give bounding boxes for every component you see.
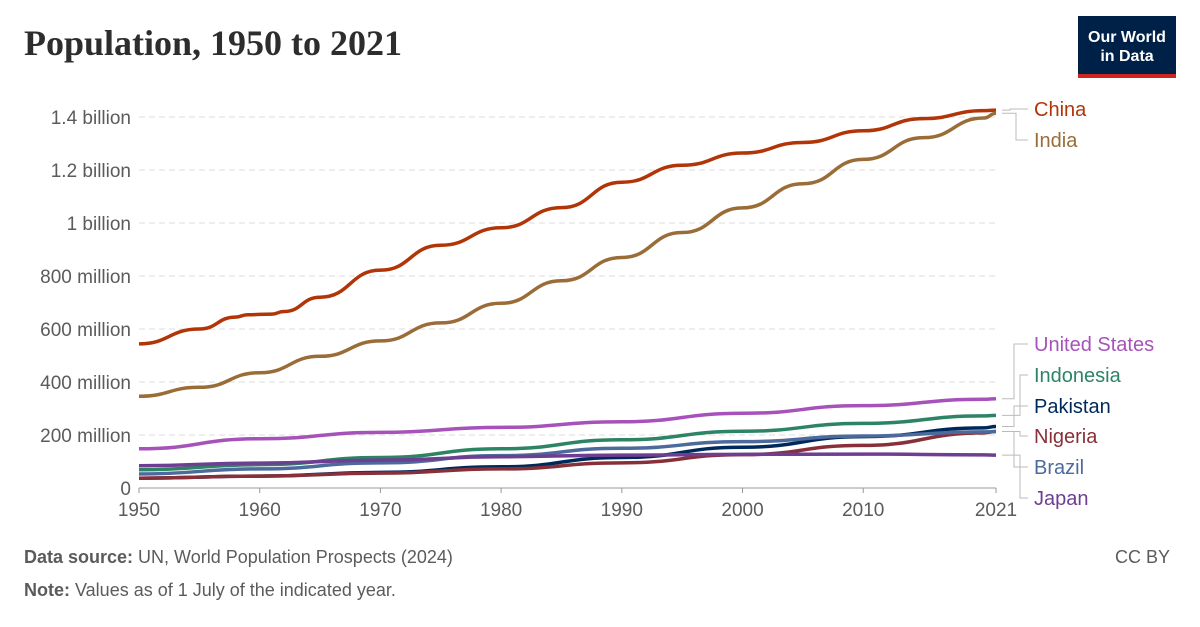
- x-tick-label: 1970: [359, 500, 401, 521]
- legend-label: Japan: [1034, 488, 1089, 510]
- license[interactable]: CC BY: [1114, 547, 1170, 567]
- legend-connector: [1002, 112, 1028, 141]
- y-tick-label: 200 million: [40, 426, 131, 447]
- series-line-china: [138, 108, 997, 346]
- logo-line1: Our World: [1088, 29, 1166, 46]
- x-tick-label: 1990: [601, 500, 643, 521]
- note-label: Note:: [24, 580, 70, 600]
- x-tick-label: 1950: [118, 500, 160, 521]
- legend-label: Nigeria: [1034, 426, 1098, 448]
- y-tick-label: 1 billion: [67, 214, 131, 235]
- logo-line2: in Data: [1100, 48, 1154, 65]
- x-tick-label: 2010: [842, 500, 884, 521]
- legend-connector: [1002, 431, 1028, 468]
- legend-label: Indonesia: [1034, 365, 1122, 387]
- y-tick-label: 1.2 billion: [51, 161, 131, 182]
- owid-logo[interactable]: Our World in Data: [1078, 16, 1176, 78]
- note-text: Values as of 1 July of the indicated yea…: [70, 580, 396, 600]
- x-tick-label: 1980: [480, 500, 522, 521]
- legend-connector: [1002, 454, 1028, 499]
- y-tick-label: 0: [120, 479, 131, 500]
- legend-label: Brazil: [1034, 457, 1084, 479]
- legend-label: United States: [1034, 334, 1154, 356]
- legend-connector: [1002, 431, 1028, 437]
- source-label: Data source:: [24, 547, 134, 567]
- legend-label: India: [1034, 130, 1078, 152]
- legend-label: China: [1034, 99, 1087, 121]
- legend-connector: [1002, 108, 1028, 111]
- legend-connector: [1002, 374, 1028, 416]
- source-text[interactable]: UN, World Population Prospects (2024): [133, 547, 453, 567]
- data-source: Data source: UN, World Population Prospe…: [24, 547, 453, 568]
- series-line-brazil: [138, 429, 997, 476]
- x-tick-label: 2021: [975, 500, 1017, 521]
- series-line-united-states: [138, 396, 997, 451]
- series-line-nigeria: [138, 429, 997, 480]
- legend-connector: [1002, 405, 1028, 428]
- chart-title: Population, 1950 to 2021: [24, 23, 403, 63]
- legend-connector: [1002, 343, 1028, 400]
- y-tick-label: 400 million: [40, 373, 131, 394]
- y-tick-label: 1.4 billion: [51, 108, 131, 129]
- series-line-india: [138, 111, 997, 399]
- note: Note: Values as of 1 July of the indicat…: [24, 580, 396, 601]
- y-tick-label: 600 million: [40, 320, 131, 341]
- x-tick-label: 2000: [721, 500, 763, 521]
- legend-label: Pakistan: [1034, 396, 1111, 418]
- y-tick-label: 800 million: [40, 267, 131, 288]
- x-tick-label: 1960: [239, 500, 281, 521]
- series-line-japan: [138, 452, 997, 468]
